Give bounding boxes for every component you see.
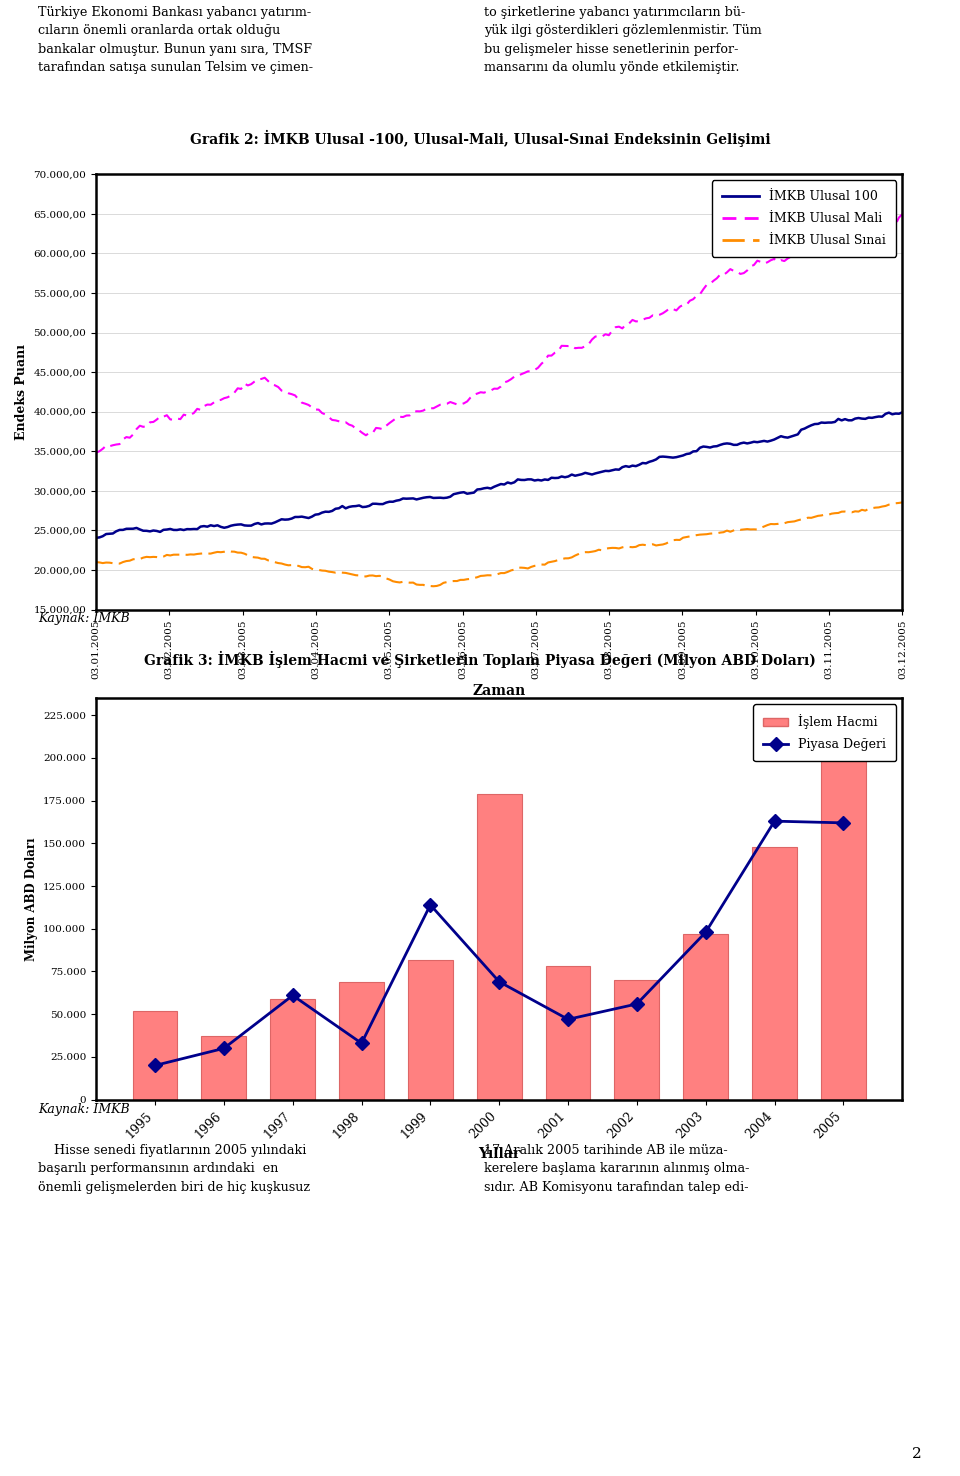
İMKB Ulusal 100 — [124, 520, 135, 537]
Y-axis label: Milyon ABD Doları: Milyon ABD Doları — [25, 837, 37, 961]
İMKB Ulusal Sınai — [843, 503, 854, 521]
İMKB Ulusal Mali — [144, 413, 156, 431]
İMKB Ulusal Mali — [364, 424, 375, 441]
Bar — [753, 847, 797, 1100]
İMKB Ulusal Sınai — [364, 567, 375, 584]
Bar — [202, 1036, 246, 1100]
Text: 17 Aralık 2005 tarihinde AB ile müza-
kerelere başlama kararının alınmış olma-
s: 17 Aralık 2005 tarihinde AB ile müza- ke… — [485, 1144, 750, 1194]
Piyasa Değeri — [563, 1011, 574, 1029]
Bar — [408, 959, 453, 1100]
İMKB Ulusal 100 — [144, 523, 156, 540]
Piyasa Değeri — [838, 813, 850, 831]
İMKB Ulusal Sınai — [897, 493, 908, 511]
Bar — [132, 1011, 178, 1100]
Bar — [477, 794, 521, 1100]
Line: İMKB Ulusal Mali: İMKB Ulusal Mali — [96, 214, 902, 453]
X-axis label: Yıllar: Yıllar — [478, 1147, 520, 1160]
Line: İMKB Ulusal Sınai: İMKB Ulusal Sınai — [96, 502, 902, 586]
İMKB Ulusal Sınai — [124, 552, 135, 570]
Piyasa Değeri — [287, 986, 299, 1004]
İMKB Ulusal Sınai — [420, 577, 432, 595]
Piyasa Değeri — [149, 1057, 160, 1075]
İMKB Ulusal Mali — [219, 390, 230, 407]
Line: Piyasa Değeri: Piyasa Değeri — [150, 816, 849, 1070]
İMKB Ulusal 100 — [623, 458, 635, 475]
Legend: İMKB Ulusal 100, İMKB Ulusal Mali, İMKB Ulusal Sınai: İMKB Ulusal 100, İMKB Ulusal Mali, İMKB … — [711, 180, 896, 257]
Bar — [684, 934, 728, 1100]
İMKB Ulusal Mali — [839, 235, 851, 252]
İMKB Ulusal 100 — [364, 497, 375, 515]
Bar — [614, 980, 660, 1100]
İMKB Ulusal Mali — [897, 205, 908, 223]
Legend: İşlem Hacmi, Piyasa Değeri: İşlem Hacmi, Piyasa Değeri — [754, 704, 896, 762]
Text: Kaynak: İMKB: Kaynak: İMKB — [38, 1101, 130, 1116]
Piyasa Değeri — [356, 1035, 368, 1052]
Text: Türkiye Ekonomi Bankası yabancı yatırım-
cıların önemli oranlarda ortak olduğu
b: Türkiye Ekonomi Bankası yabancı yatırım-… — [38, 6, 313, 74]
Piyasa Değeri — [769, 812, 780, 830]
Line: İMKB Ulusal 100: İMKB Ulusal 100 — [96, 412, 902, 537]
İMKB Ulusal 100 — [839, 410, 851, 428]
Bar — [545, 967, 590, 1100]
Text: 2: 2 — [912, 1448, 922, 1461]
Bar — [271, 999, 315, 1100]
İMKB Ulusal Sınai — [144, 548, 156, 565]
Piyasa Değeri — [631, 995, 642, 1013]
İMKB Ulusal Mali — [124, 430, 135, 447]
İMKB Ulusal 100 — [90, 528, 102, 546]
Bar — [339, 982, 384, 1100]
Piyasa Değeri — [218, 1039, 229, 1057]
Bar — [821, 754, 866, 1100]
Text: Hisse senedi fiyatlarının 2005 yılındaki
başarılı performansının ardındaki  en
ö: Hisse senedi fiyatlarının 2005 yılındaki… — [38, 1144, 310, 1194]
Piyasa Değeri — [493, 973, 505, 990]
İMKB Ulusal 100 — [897, 403, 908, 421]
İMKB Ulusal 100 — [219, 520, 230, 537]
İMKB Ulusal Sınai — [219, 543, 230, 561]
Text: Grafik 3: İMKB İşlem Hacmi ve Şirketlerin Toplam Piyasa Değeri (Milyon ABD Dolar: Grafik 3: İMKB İşlem Hacmi ve Şirketleri… — [144, 651, 816, 669]
İMKB Ulusal Sınai — [90, 554, 102, 571]
Piyasa Değeri — [700, 924, 711, 942]
Piyasa Değeri — [424, 896, 436, 914]
Text: Grafik 2: İMKB Ulusal -100, Ulusal-Mali, Ulusal-Sınai Endeksinin Gelişimi: Grafik 2: İMKB Ulusal -100, Ulusal-Mali,… — [190, 130, 770, 148]
İMKB Ulusal Sınai — [627, 539, 638, 556]
Text: Kaynak: İMKB: Kaynak: İMKB — [38, 610, 130, 624]
İMKB Ulusal Mali — [623, 314, 635, 332]
Text: to şirketlerine yabancı yatırımcıların bü-
yük ilgi gösterdikleri gözlemlenmisti: to şirketlerine yabancı yatırımcıların b… — [485, 6, 762, 74]
İMKB Ulusal Mali — [90, 444, 102, 462]
X-axis label: Zaman: Zaman — [472, 685, 526, 698]
Y-axis label: Endeks Puanı: Endeks Puanı — [14, 344, 28, 440]
